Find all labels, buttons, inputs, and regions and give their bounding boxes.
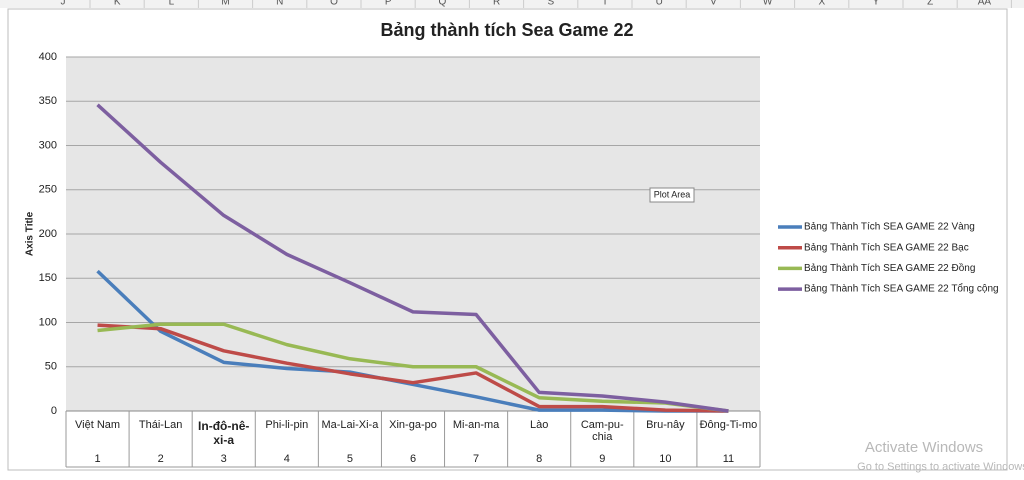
x-tick-label: Ma-Lai-Xi-a xyxy=(321,419,379,431)
legend-label: Bảng Thành Tích SEA GAME 22 Bạc xyxy=(804,242,969,253)
column-header: S xyxy=(547,0,554,8)
column-header: O xyxy=(330,0,338,8)
x-tick-label: Mi-an-ma xyxy=(452,419,500,431)
x-group-label: 2 xyxy=(158,453,164,465)
x-group-label: 7 xyxy=(473,453,479,465)
x-tick-label: Cam-pu-chia xyxy=(580,419,624,443)
series-line xyxy=(96,269,729,413)
column-header: T xyxy=(602,0,608,8)
y-tick-label: 0 xyxy=(51,405,57,417)
column-header: L xyxy=(169,0,175,8)
y-tick-label: 300 xyxy=(39,139,57,151)
column-header: P xyxy=(385,0,392,8)
legend-label: Bảng Thành Tích SEA GAME 22 Tổng cộng xyxy=(804,283,999,295)
y-tick-label: 400 xyxy=(39,51,57,63)
x-group-label: 10 xyxy=(659,453,671,465)
legend-label: Bảng Thành Tích SEA GAME 22 Đồng xyxy=(804,262,975,274)
y-tick-label: 200 xyxy=(39,228,57,240)
tooltip-box xyxy=(649,187,695,203)
tooltip: Plot Area xyxy=(654,189,691,199)
x-tick-label: Việt Nam xyxy=(75,419,121,431)
y-tick-label: 100 xyxy=(39,316,57,328)
watermark-subtitle: Go to Settings to activate Windows. xyxy=(857,461,1024,473)
column-header: X xyxy=(818,0,825,8)
x-group-label: 5 xyxy=(347,453,353,465)
x-group-label: 9 xyxy=(599,453,605,465)
chart-title: Bảng thành tích Sea Game 22 xyxy=(380,20,633,40)
x-group-label: 3 xyxy=(221,453,227,465)
x-tick-label: Đông-Ti-mo xyxy=(699,419,758,431)
y-tick-label: 150 xyxy=(39,272,57,284)
column-header: Q xyxy=(439,0,447,8)
x-tick-label: Thái-Lan xyxy=(138,419,183,431)
x-tick-label: Xin-ga-po xyxy=(389,419,437,431)
watermark-title: Activate Windows xyxy=(865,439,983,456)
column-header: AA xyxy=(978,0,992,8)
y-tick-label: 50 xyxy=(45,361,57,373)
column-header: R xyxy=(493,0,500,8)
column-header: Z xyxy=(927,0,933,8)
x-tick-label: Bru-nây xyxy=(646,419,685,431)
x-tick-label: Phi-li-pin xyxy=(265,419,309,431)
x-group-label: 4 xyxy=(284,453,290,465)
column-header: U xyxy=(656,0,663,8)
x-group-label: 11 xyxy=(723,453,734,465)
x-group-label: 6 xyxy=(410,453,416,465)
y-axis-title: Axis Title xyxy=(25,211,36,256)
column-header: J xyxy=(61,0,66,8)
series-line xyxy=(97,322,729,413)
legend-label: Bảng Thành Tích SEA GAME 22 Vàng xyxy=(804,222,975,233)
column-header: V xyxy=(710,0,717,8)
x-group-label: 8 xyxy=(536,453,542,465)
column-header: K xyxy=(114,0,121,8)
column-header: N xyxy=(276,0,283,8)
x-tick-label: Lào xyxy=(529,419,549,431)
column-header: Y xyxy=(873,0,880,8)
series-line xyxy=(97,323,729,413)
y-tick-label: 250 xyxy=(39,184,57,196)
x-group-label: 1 xyxy=(94,453,100,465)
column-header: M xyxy=(221,0,229,8)
series-line xyxy=(96,103,729,413)
y-tick-label: 350 xyxy=(39,95,57,107)
x-tick-label: In-đô-nê-xi-a xyxy=(198,419,250,447)
column-header-bar xyxy=(0,0,1024,8)
column-header: W xyxy=(763,0,773,8)
